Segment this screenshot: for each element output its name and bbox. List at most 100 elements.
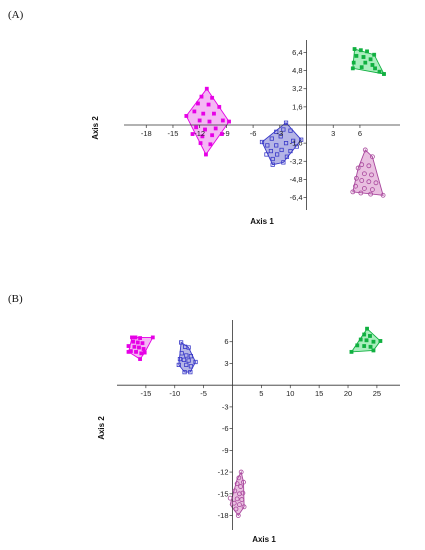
panel-b-tick-labels: -15 -10 -5 5 10 15 20 25 6 3 -3 -6 -9 -12 -15 -18 [140, 337, 381, 520]
panel-b-group-1-point [130, 335, 134, 340]
panel-a-group-2-point [274, 143, 279, 148]
panel-a-y-tick-label: -4,8 [290, 175, 303, 184]
panel-b-group-1-point [133, 335, 138, 340]
panel-a-group-4-point [359, 178, 365, 183]
panel-a-x-tick-label: -18 [141, 129, 152, 138]
panel-a-group-1-point [210, 133, 215, 138]
panel-a-group-4-point [361, 186, 367, 191]
panel-a-group-4-point [366, 179, 372, 185]
panel-b-group-1-point [150, 335, 155, 340]
panel-a-group-1-point [227, 119, 231, 124]
panel-b-group-3-point [371, 348, 376, 353]
panel-a-group-4-point [373, 180, 379, 186]
panel-a-group-1-point [207, 119, 212, 124]
panel-a-group-4-point [369, 187, 375, 193]
panel-b-group-1-point [131, 339, 136, 344]
panel-a-hulls [185, 48, 385, 196]
panel-a-y-tick-label: 3,2 [292, 84, 302, 93]
panel-b-group-4-point [241, 504, 247, 510]
panel-a-group-1-point [184, 114, 189, 118]
panel-a-group-2-point [279, 147, 284, 153]
panel-a-x-tick-label: -15 [168, 129, 179, 138]
panel-a-group-1-point [194, 125, 199, 130]
panel-a-group-1-point [192, 109, 197, 114]
panel-a-group-1-point [220, 132, 224, 136]
panel-a-group-2-hull [261, 122, 302, 166]
panel-a-group-3-point [350, 66, 355, 71]
panel-a-group-4-point [369, 172, 374, 178]
panel-b-x-tick-label: 25 [373, 389, 381, 398]
panel-b-group-3-point [378, 339, 383, 343]
panel-b-group-2-point [188, 370, 193, 375]
panel-a-group-1-point [220, 118, 225, 123]
panel-a-group-1-point [204, 152, 208, 157]
panel-b-group-3-point [358, 337, 363, 342]
panel-a-group-2-point [283, 141, 289, 146]
panel-b-group-2-point [188, 364, 194, 369]
panel-a-x-tick-label: -9 [223, 129, 230, 138]
panel-b-group-3-point [349, 349, 354, 354]
panel-b-group-4-point [235, 513, 241, 518]
panel-b-x-tick-label: 5 [259, 389, 263, 398]
panel-a-group-1-point [198, 141, 203, 146]
panel-a-group-3-point [365, 49, 369, 54]
panel-b-group-1-point [134, 349, 138, 354]
panel-a-y-tick-label: 4,8 [292, 66, 302, 75]
panel-a-y-axis-title: Axis 2 [91, 116, 100, 140]
panel-a-group-2-point [264, 152, 269, 157]
panel-b-group-1-point [139, 351, 144, 356]
panel-a-chart: (A) -18 -15 -12 -9 -6 -3 3 6 6,4 4,8 3,2 1,6 -1,6 -3,… [8, 9, 400, 226]
panel-b-group-1-point [126, 344, 131, 348]
panel-b-group-1-point [141, 347, 146, 351]
panel-b-group-4-point [232, 488, 238, 494]
panel-b-y-tick-label: 3 [224, 359, 228, 368]
panel-b-group-2-point [184, 362, 189, 367]
panel-b-group-2-point [182, 370, 187, 375]
panel-a-y-tick-label: 1,6 [292, 102, 302, 111]
panel-b-y-tick-label: -3 [222, 402, 229, 411]
panel-b-group-4-point [240, 490, 246, 496]
panel-b-group-4-point [238, 484, 243, 489]
panel-b-y-tick-label: -18 [218, 511, 229, 520]
panel-a-group-1-point [213, 126, 218, 131]
panel-b-group-3-point [371, 339, 376, 344]
panel-b-group-4-point [236, 475, 242, 481]
panel-a-group-4-point [353, 175, 359, 181]
panel-b-chart: (B) -15 -10 -5 5 10 15 20 25 6 3 -3 -6 -9 -12 -15 -18 A… [8, 293, 400, 544]
panel-b-group-4-point [234, 481, 240, 487]
panel-b-group-1-point [140, 341, 145, 346]
panel-b-group-3-point [362, 344, 367, 348]
panel-b-group-2-point [188, 354, 194, 359]
panel-b-group-4-point [233, 506, 239, 512]
panel-a-group-4-point [353, 183, 358, 189]
panel-b-x-tick-label: 15 [315, 389, 323, 398]
panel-b-axes [117, 320, 400, 530]
panel-a-x-tick-label: -6 [250, 129, 257, 138]
panel-a-group-1-point [217, 104, 222, 109]
panel-b-group-3-point [368, 334, 372, 338]
panel-a-group-3-point [351, 60, 356, 65]
panel-b-group-1-point [138, 357, 143, 362]
panel-a-group-2-point [294, 144, 299, 149]
panel-b-group-4-point [241, 479, 246, 485]
panel-b-group-1-point [138, 336, 143, 341]
panel-b-points [126, 326, 383, 518]
panel-b-group-2-point [177, 357, 183, 362]
panel-b-x-tick-label: -10 [169, 389, 180, 398]
panel-a-x-tick-label: -3 [276, 129, 283, 138]
panel-a-group-4-point [362, 147, 368, 153]
panel-b-y-tick-label: 6 [224, 337, 228, 346]
panel-a-group-1-point [199, 94, 204, 99]
panel-b-group-4-point [238, 469, 244, 475]
panel-a-group-1-point [206, 102, 211, 107]
panel-a-group-3-point [352, 47, 357, 51]
panel-b-group-3-point [368, 344, 373, 349]
panel-a-group-3-point [358, 48, 363, 53]
panel-b-y-tick-label: -15 [218, 489, 229, 498]
panel-b-group-2-point [186, 345, 191, 350]
panel-a-group-3-point [372, 52, 377, 57]
panel-a-group-3-point [359, 65, 364, 70]
panel-b-x-tick-label: 10 [286, 389, 294, 398]
panel-b-group-3-point [364, 338, 369, 343]
